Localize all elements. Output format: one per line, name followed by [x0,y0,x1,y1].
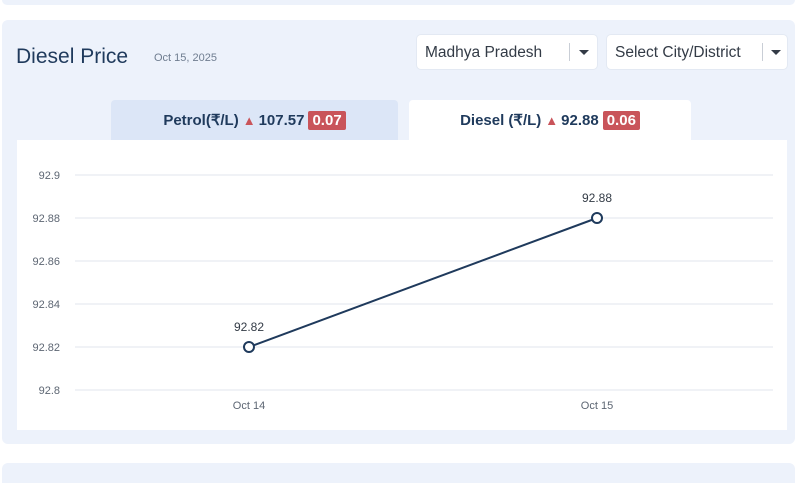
y-tick-label: 92.8 [39,385,60,397]
x-tick-label: Oct 15 [581,400,613,412]
data-label: 92.88 [582,191,612,205]
y-tick-label: 92.86 [32,256,60,268]
data-label: 92.82 [234,320,264,334]
tab-diesel-label: Diesel (₹/L) [460,112,542,129]
chart-card: 92.8 92.82 92.84 92.86 92.88 92.9 Oct 14 Oct 15… [17,140,787,430]
tab-petrol-change-badge: 0.07 [308,111,346,130]
page-title: Diesel Price [16,45,129,68]
data-point [591,212,603,224]
select-separator [569,43,570,61]
city-select[interactable]: Select City/District [607,35,787,69]
price-date: Oct 15, 2025 [154,52,217,64]
tab-petrol-label: Petrol(₹/L) [163,112,239,129]
tab-diesel-price: 92.88 [561,112,599,129]
y-tick-label: 92.9 [39,170,60,182]
city-select-placeholder: Select City/District [615,44,741,61]
chevron-down-icon [579,50,589,55]
next-section-edge [2,463,795,483]
state-select[interactable]: Madhya Pradesh [417,35,597,69]
tab-petrol[interactable]: Petrol(₹/L) ▲ 107.57 0.07 [111,100,398,140]
y-tick-label: 92.84 [32,299,60,311]
select-separator [762,43,763,61]
tab-diesel[interactable]: Diesel (₹/L) ▲ 92.88 0.06 [409,100,691,140]
previous-section-edge [2,0,795,5]
price-line-chart: 92.8 92.82 92.84 92.86 92.88 92.9 Oct 14 Oct 15… [32,170,773,412]
series-line [248,217,598,348]
tab-diesel-change-badge: 0.06 [602,111,640,130]
up-arrow-icon: ▲ [242,113,256,128]
data-point [243,341,255,353]
x-tick-label: Oct 14 [233,400,265,412]
up-arrow-icon: ▲ [545,113,559,128]
y-tick-label: 92.88 [32,213,60,225]
y-tick-label: 92.82 [32,342,60,354]
chevron-down-icon [771,50,781,55]
tab-petrol-price: 107.57 [258,112,305,129]
state-select-value: Madhya Pradesh [425,44,543,61]
